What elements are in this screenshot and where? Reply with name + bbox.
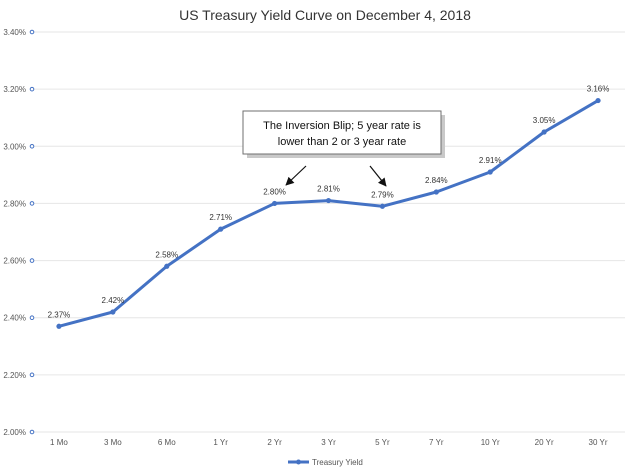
data-point (595, 97, 601, 104)
y-tick-label: 3.20% (3, 85, 26, 94)
data-labels: 2.37% 2.42% 2.58% 2.71% 2.80% 2.81% 2.79% 2.84%… (48, 85, 610, 320)
x-tick-label: 6 Mo (158, 438, 176, 447)
data-label: 2.91% (479, 156, 502, 165)
y-tick-label: 3.40% (3, 28, 26, 37)
x-tick-label: 1 Mo (50, 438, 68, 447)
data-label: 2.58% (155, 250, 178, 259)
x-tick-label: 5 Yr (375, 438, 390, 447)
chart-title: US Treasury Yield Curve on December 4, 2… (179, 7, 471, 23)
data-point (325, 197, 332, 204)
data-point (487, 169, 493, 175)
data-label: 2.81% (317, 185, 340, 194)
data-point (218, 226, 224, 232)
annotation-arrow-right (369, 165, 387, 187)
y-tick-label: 2.00% (3, 428, 26, 437)
x-axis: 1 Mo 3 Mo 6 Mo 1 Yr 2 Yr 3 Yr 5 Yr 7 Yr 10 Yr 20 … (50, 438, 608, 447)
data-label: 2.71% (209, 213, 232, 222)
data-point (164, 263, 170, 269)
y-tick-marker (29, 258, 35, 263)
x-tick-label: 10 Yr (481, 438, 500, 447)
y-tick-label: 2.60% (3, 257, 26, 266)
data-label: 2.80% (263, 187, 286, 196)
y-tick-label: 2.20% (3, 371, 26, 380)
data-point (433, 189, 439, 195)
data-label: 3.16% (587, 85, 610, 94)
annotation-arrow-left (285, 165, 307, 186)
y-tick-label: 3.00% (3, 142, 26, 151)
y-tick-marker (29, 315, 35, 321)
annotation-callout-box (242, 110, 442, 155)
x-tick-label: 7 Yr (429, 438, 444, 447)
data-label: 2.42% (102, 296, 125, 305)
y-tick-marker (29, 429, 35, 435)
data-point (541, 129, 547, 135)
y-tick-marker (29, 201, 35, 206)
data-label: 2.84% (425, 176, 448, 185)
annotation-callout: The Inversion Blip; 5 year rate is lower… (242, 110, 445, 187)
x-tick-label: 2 Yr (267, 438, 282, 447)
x-tick-label: 1 Yr (213, 438, 228, 447)
data-label: 3.05% (533, 116, 556, 125)
legend-marker-icon (296, 459, 301, 465)
annotation-line-1: The Inversion Blip; 5 year rate is (263, 120, 421, 132)
data-label: 2.79% (371, 190, 394, 199)
data-point (110, 309, 116, 315)
data-point (379, 203, 386, 209)
data-point (271, 200, 278, 207)
annotation-line-2: lower than 2 or 3 year rate (278, 136, 406, 148)
grid-lines (32, 31, 625, 433)
x-tick-label: 3 Mo (104, 438, 122, 447)
data-point (56, 323, 62, 329)
y-tick-marker (29, 143, 35, 149)
x-tick-label: 20 Yr (535, 438, 554, 447)
y-tick-marker (29, 372, 35, 378)
legend: Treasury Yield (288, 458, 363, 467)
legend-label: Treasury Yield (312, 458, 363, 467)
y-tick-label: 2.40% (3, 314, 26, 323)
y-tick-marker (29, 86, 35, 92)
x-tick-label: 3 Yr (321, 438, 336, 447)
y-tick-marker (29, 29, 35, 35)
y-axis: 2.00% 2.20% 2.40% 2.60% 2.80% 3.00% 3.20% 3.40% (3, 28, 35, 437)
x-tick-label: 30 Yr (589, 438, 608, 447)
series-treasury-yield (56, 97, 601, 329)
data-label: 2.37% (48, 310, 71, 319)
y-tick-label: 2.80% (3, 199, 26, 208)
